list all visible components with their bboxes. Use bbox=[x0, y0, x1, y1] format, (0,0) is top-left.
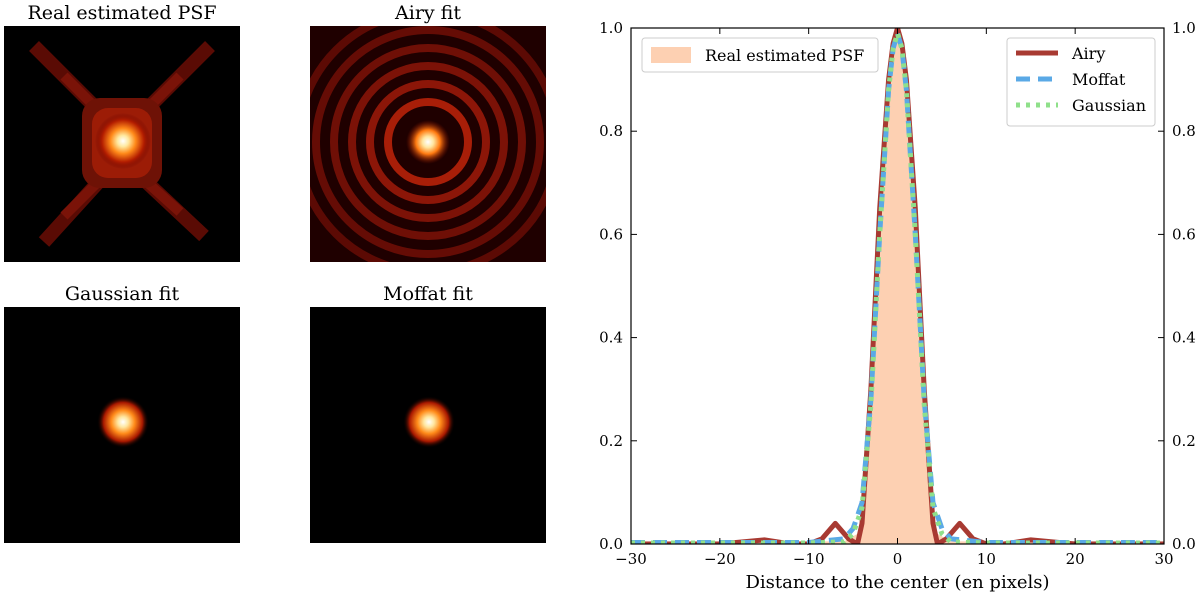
panel-title-real: Real estimated PSF bbox=[27, 2, 217, 24]
moffat-heatmap bbox=[310, 307, 546, 543]
y-tick-label-right: 0.6 bbox=[1172, 225, 1196, 243]
panel-title-moffat: Moffat fit bbox=[383, 283, 473, 305]
psf-image-real bbox=[4, 26, 240, 262]
x-tick-label: 10 bbox=[977, 550, 996, 568]
x-tick-label: 20 bbox=[1066, 550, 1085, 568]
y-tick-label-right: 0.4 bbox=[1172, 329, 1196, 347]
real-psf-heatmap bbox=[4, 26, 240, 262]
psf-image-moffat bbox=[310, 307, 546, 543]
legend-label-real-estimated-psf: Real estimated PSF bbox=[705, 46, 864, 65]
legend-label-airy: Airy bbox=[1071, 44, 1105, 63]
x-tick-label: 0 bbox=[893, 550, 903, 568]
legend-label-moffat: Moffat bbox=[1072, 70, 1126, 89]
x-axis-label: Distance to the center (en pixels) bbox=[745, 572, 1049, 593]
legend-label-gaussian: Gaussian bbox=[1072, 96, 1146, 115]
y-tick-label-right: 0.0 bbox=[1172, 535, 1196, 553]
y-tick-label-left: 1.0 bbox=[599, 19, 623, 37]
series-gaussian-line bbox=[631, 30, 1164, 544]
panel-title-gaussian: Gaussian fit bbox=[64, 283, 180, 305]
airy-heatmap bbox=[310, 26, 546, 262]
y-tick-label-left: 0.4 bbox=[599, 329, 623, 347]
panel-title-airy: Airy fit bbox=[395, 2, 461, 24]
gaussian-heatmap bbox=[4, 307, 240, 543]
x-tick-label: 30 bbox=[1154, 550, 1173, 568]
y-tick-label-left: 0.0 bbox=[599, 535, 623, 553]
legend-left-box bbox=[641, 37, 879, 73]
y-tick-label-left: 0.6 bbox=[599, 225, 623, 243]
series-group bbox=[631, 28, 1164, 544]
psf-image-airy bbox=[310, 26, 546, 262]
legend-right-box bbox=[1006, 37, 1156, 127]
x-tick-label: −30 bbox=[615, 550, 647, 568]
y-tick-label-left: 0.2 bbox=[599, 432, 623, 450]
psf-image-gaussian bbox=[4, 307, 240, 543]
series-real-estimated-psf-area bbox=[631, 38, 1164, 544]
x-tick-label: −20 bbox=[704, 550, 736, 568]
y-tick-label-right: 0.8 bbox=[1172, 122, 1196, 140]
x-tick-label: −10 bbox=[793, 550, 825, 568]
y-tick-label-right: 1.0 bbox=[1172, 19, 1196, 37]
legend-swatch-real-estimated-psf bbox=[651, 47, 691, 63]
y-tick-label-right: 0.2 bbox=[1172, 432, 1196, 450]
y-tick-label-left: 0.8 bbox=[599, 122, 623, 140]
